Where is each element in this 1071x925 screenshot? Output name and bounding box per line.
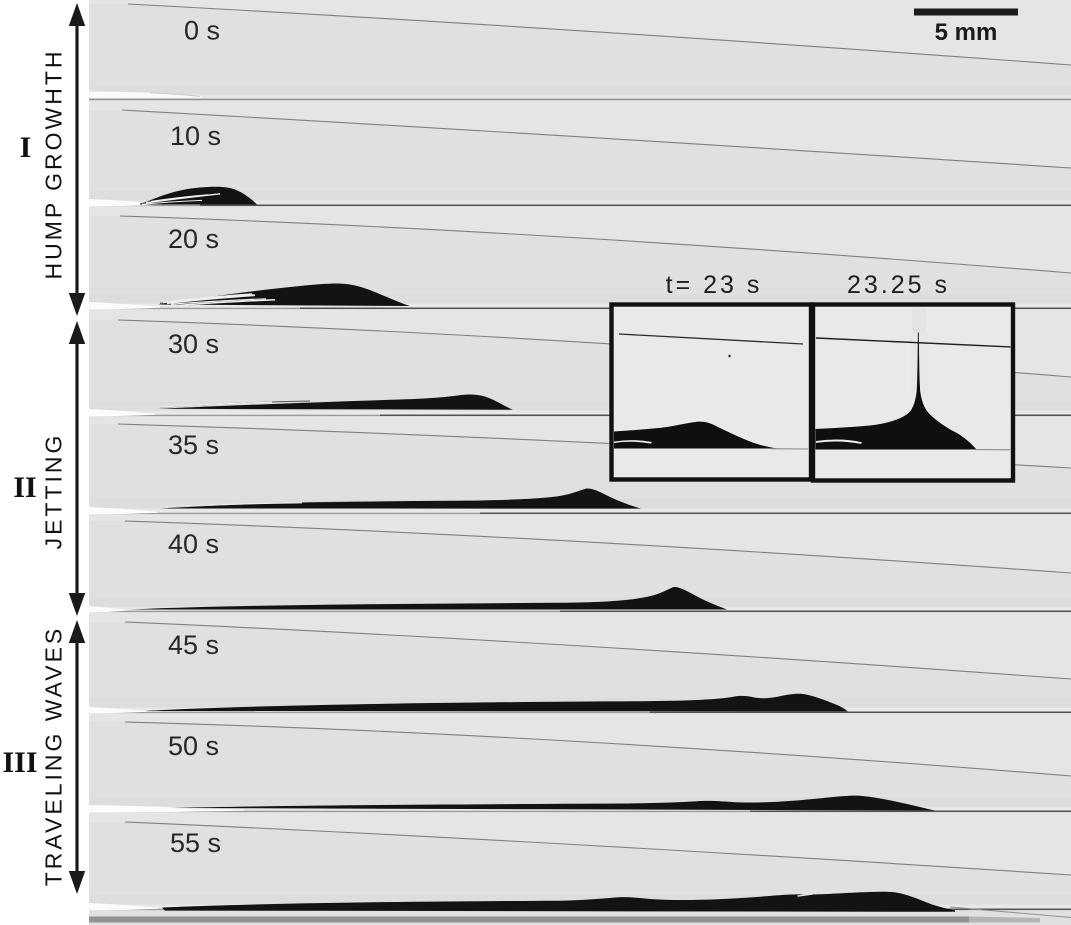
svg-text:23.25 s: 23.25 s	[847, 271, 950, 299]
svg-text:JETTING: JETTING	[41, 433, 67, 550]
svg-text:30 s: 30 s	[168, 329, 219, 359]
svg-text:55 s: 55 s	[170, 828, 221, 858]
svg-text:II: II	[13, 471, 36, 504]
svg-text:50 s: 50 s	[168, 731, 219, 761]
svg-text:40 s: 40 s	[168, 529, 219, 559]
svg-text:TRAVELING WAVES: TRAVELING WAVES	[41, 626, 67, 887]
svg-text:10 s: 10 s	[170, 121, 221, 151]
svg-text:0 s: 0 s	[184, 16, 220, 46]
svg-text:20 s: 20 s	[168, 224, 219, 254]
svg-text:35 s: 35 s	[168, 430, 219, 460]
svg-text:45 s: 45 s	[168, 630, 219, 660]
svg-text:HUMP GROWHTH: HUMP GROWHTH	[41, 48, 67, 279]
svg-text:I: I	[20, 131, 32, 164]
svg-text:III: III	[2, 746, 37, 779]
svg-text:t= 23 s: t= 23 s	[666, 271, 763, 299]
svg-text:5 mm: 5 mm	[935, 19, 998, 46]
